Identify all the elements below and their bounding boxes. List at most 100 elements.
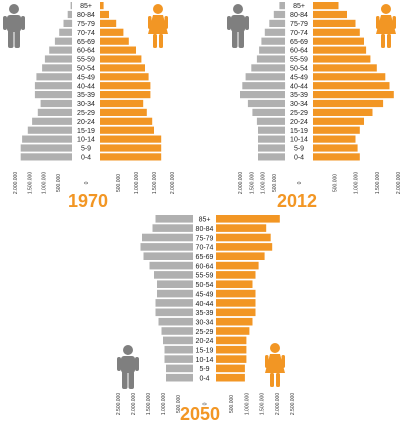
male-bar [155, 299, 193, 307]
male-bar [154, 271, 193, 279]
age-group-label: 70-74 [77, 30, 95, 37]
age-group-label: 20-24 [290, 119, 308, 126]
female-bar [216, 261, 259, 270]
axis-tick-label: 500.000 [116, 174, 122, 192]
axis-tick-label: 0 [297, 181, 303, 184]
age-group-label: 10-14 [290, 137, 308, 144]
female-bar [216, 233, 271, 242]
man-figure-icon [3, 4, 25, 48]
female-bar [313, 10, 347, 19]
axis-tick-label: 2.000.000 [131, 393, 137, 415]
male-bar [261, 37, 285, 45]
age-group-label: 35-39 [290, 92, 308, 99]
female-bar [216, 224, 267, 232]
male-bar [67, 10, 72, 19]
female-bar [100, 126, 154, 134]
male-bar [22, 135, 73, 143]
male-bar [37, 108, 72, 116]
age-group-label: 80-84 [77, 12, 95, 19]
age-group-label: 55-59 [77, 57, 95, 64]
axis-tick-label: 500.000 [332, 174, 338, 192]
male-bar [20, 153, 72, 161]
male-bar [164, 345, 193, 354]
axis-tick-label: 0 [203, 402, 209, 405]
male-bar [49, 46, 72, 54]
axis-tick-label: 2.000.000 [13, 172, 19, 194]
female-bar [100, 82, 151, 90]
male-bar [269, 19, 286, 27]
female-bar [100, 19, 117, 27]
age-group-label: 5-9 [294, 146, 304, 153]
female-bar [313, 82, 390, 90]
male-bar [252, 108, 285, 116]
axis-tick-label: 1.500.000 [27, 172, 33, 194]
male-bar [155, 308, 193, 317]
year-label: 2050 [180, 404, 220, 423]
axis-tick-label: 1.000.000 [134, 172, 140, 194]
male-bar [258, 126, 285, 134]
female-bar [100, 46, 136, 54]
axis-tick-label: 1.500.000 [146, 393, 152, 415]
male-bar [258, 153, 285, 161]
male-bar [70, 2, 72, 10]
axis-tick-label: 500.000 [176, 395, 182, 413]
age-group-label: 25-29 [77, 110, 95, 117]
male-bar [155, 215, 193, 223]
male-bar [240, 91, 285, 99]
female-bar [100, 91, 151, 99]
pyramid-panel-1970: 85+ 80-84 75-79 70-74 65-69 60-64 55-59 50-5445… [3, 2, 176, 211]
age-group-label: 30-34 [196, 320, 214, 327]
female-bar [216, 355, 247, 363]
axis-tick-label: 1.500.000 [260, 393, 266, 415]
age-group-label: 40-44 [196, 301, 214, 308]
age-group-label: 80-84 [196, 226, 214, 233]
axis-tick-label: 1.500.000 [249, 172, 255, 194]
female-bar [100, 10, 109, 19]
age-group-label: 5-9 [199, 366, 209, 373]
male-bar [157, 280, 193, 288]
female-bar [100, 28, 124, 36]
axis-tick-label: 2.000.000 [170, 172, 176, 194]
female-bar [100, 135, 162, 143]
age-group-label: 20-24 [77, 119, 95, 126]
age-group-label: 50-54 [196, 282, 214, 289]
male-bar [166, 364, 193, 373]
female-bar [313, 46, 367, 54]
female-bar [313, 28, 360, 36]
age-group-label: 55-59 [290, 57, 308, 64]
female-bar [216, 252, 265, 260]
age-group-label: 10-14 [196, 357, 214, 364]
man-figure-icon [227, 4, 249, 48]
male-bar [44, 55, 72, 63]
male-bar [27, 126, 72, 134]
axis-tick-label: 1.000.000 [354, 172, 360, 194]
axis-tick-label: 2.000.000 [396, 172, 402, 194]
male-bar [63, 19, 73, 27]
age-group-label: 50-54 [77, 66, 95, 73]
female-bar [216, 345, 247, 354]
age-group-label: 30-34 [290, 101, 308, 108]
female-bar [100, 64, 145, 72]
age-group-label: 35-39 [77, 92, 95, 99]
male-bar [143, 252, 193, 260]
man-figure-icon [117, 345, 139, 389]
female-bar [100, 108, 147, 116]
male-bar [54, 37, 72, 45]
male-bar [152, 224, 193, 232]
age-group-label: 85+ [80, 3, 92, 10]
age-group-label: 25-29 [196, 329, 214, 336]
axis-tick-label: 2.000.000 [238, 172, 244, 194]
male-bar [158, 317, 193, 326]
axis-tick-label: 1.500.000 [375, 172, 381, 194]
axis-tick-label: 2.500.000 [290, 393, 296, 415]
year-label: 2012 [277, 191, 317, 211]
age-group-label: 75-79 [290, 21, 308, 28]
age-group-label: 70-74 [196, 245, 214, 252]
axis-tick-label: 1.000.000 [244, 393, 250, 415]
female-bar [100, 37, 129, 45]
female-bar [100, 153, 162, 161]
female-bar [313, 117, 364, 125]
pyramid-panel-2050: 85+ 80-84 75-79 70-74 65-69 60-64 55-59 50-54 45… [116, 215, 296, 423]
axis-tick-label: 2.500.000 [116, 393, 122, 415]
female-bar [100, 117, 153, 125]
